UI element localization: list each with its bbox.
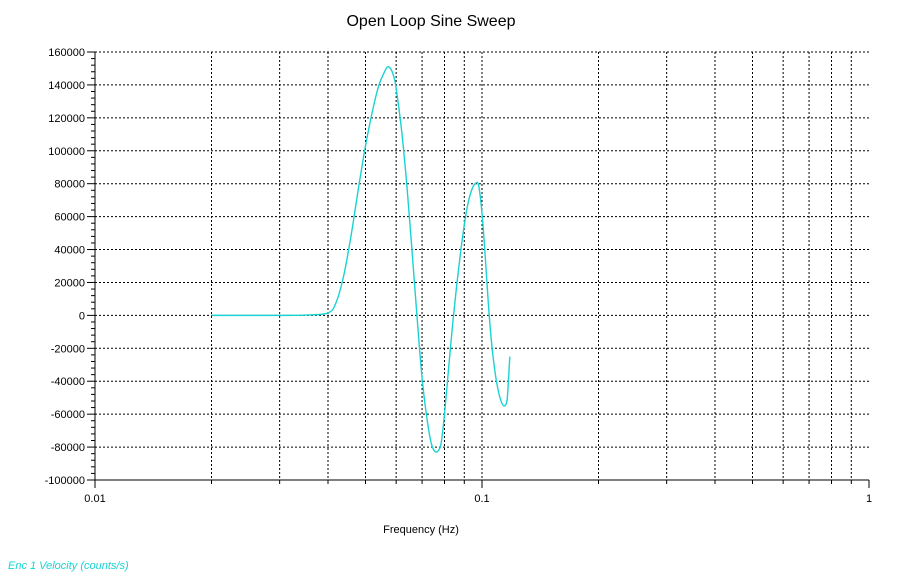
y-tick-label: 80000 xyxy=(54,179,85,191)
grid xyxy=(95,51,869,480)
y-tick-label: -60000 xyxy=(51,409,85,421)
chart-title: Open Loop Sine Sweep xyxy=(346,13,515,30)
series-line-enc1-velocity xyxy=(211,65,511,453)
y-tick-label: 40000 xyxy=(54,245,85,257)
legend-series-label: Enc 1 Velocity (counts/s) xyxy=(8,560,129,572)
tick-labels: 160000 140000 120000 100000 80000 60000 40000 2… xyxy=(45,47,872,505)
x-tick-label: 1 xyxy=(866,493,872,505)
y-tick-label: -100000 xyxy=(45,475,85,487)
series xyxy=(211,65,511,453)
x-axis-title: Frequency (Hz) xyxy=(383,524,459,536)
y-tick-label: 60000 xyxy=(54,212,85,224)
y-tick-label: 120000 xyxy=(48,113,85,125)
axes xyxy=(87,51,870,488)
y-tick-label: 0 xyxy=(79,310,85,322)
x-tick-label: 0.1 xyxy=(474,493,489,505)
y-tick-label: -80000 xyxy=(51,442,85,454)
y-tick-label: 20000 xyxy=(54,277,85,289)
y-tick-label: -20000 xyxy=(51,343,85,355)
x-tick-label: 0.01 xyxy=(84,493,105,505)
y-tick-label: 100000 xyxy=(48,146,85,158)
y-tick-label: 140000 xyxy=(48,80,85,92)
y-tick-label: 160000 xyxy=(48,47,85,59)
y-tick-label: -40000 xyxy=(51,376,85,388)
